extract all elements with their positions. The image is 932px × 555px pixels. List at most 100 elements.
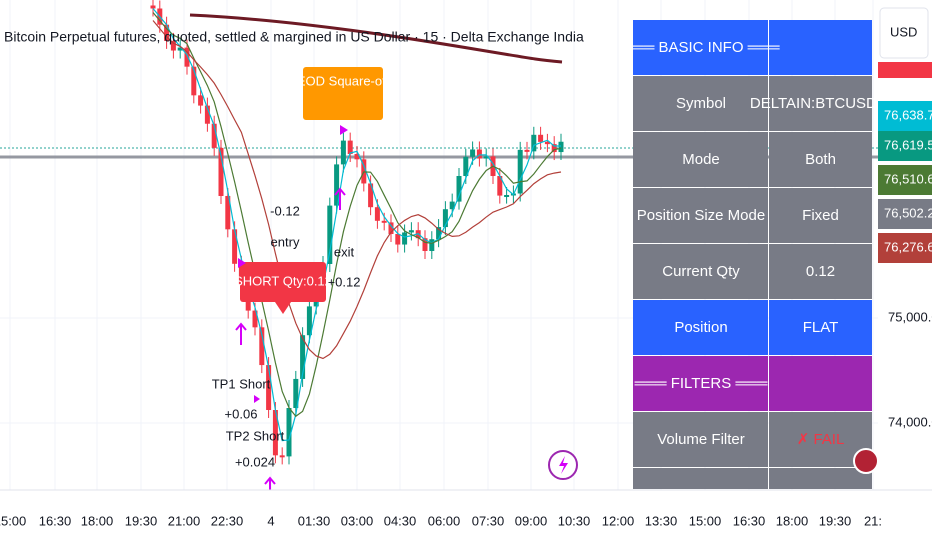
cell bbox=[633, 20, 768, 75]
time-label: 22:30 bbox=[211, 513, 244, 528]
cell bbox=[633, 300, 768, 355]
candle bbox=[347, 140, 353, 154]
flag-icon bbox=[853, 448, 879, 474]
cell bbox=[633, 244, 768, 299]
candle bbox=[388, 222, 394, 234]
cell bbox=[769, 356, 872, 411]
cell-text: Fixed bbox=[802, 207, 839, 224]
candle bbox=[327, 205, 333, 264]
candle bbox=[177, 47, 183, 51]
time-label: 4 bbox=[267, 513, 274, 528]
cell-text: Both bbox=[805, 151, 836, 168]
candle bbox=[279, 455, 285, 458]
candle bbox=[436, 227, 442, 240]
tp1-label: TP1 Short bbox=[212, 376, 271, 391]
cell bbox=[769, 300, 872, 355]
candle bbox=[334, 164, 340, 206]
candle bbox=[470, 149, 476, 157]
candle bbox=[531, 134, 537, 152]
moving-average bbox=[189, 13, 563, 64]
cell bbox=[769, 188, 872, 243]
cell-text: Current Qty bbox=[662, 263, 740, 280]
candle bbox=[442, 209, 448, 228]
cell bbox=[769, 132, 872, 187]
candle bbox=[538, 134, 544, 142]
cell bbox=[769, 244, 872, 299]
cell bbox=[633, 468, 768, 489]
eod-label: EOD Square-off bbox=[297, 73, 390, 88]
candle bbox=[286, 408, 292, 457]
price-tag-label: 76,510.6 bbox=[884, 171, 932, 186]
candle bbox=[266, 365, 272, 410]
currency-box[interactable] bbox=[879, 7, 929, 59]
candle bbox=[551, 144, 557, 153]
price-tag-label: 76,502.2 bbox=[884, 205, 932, 220]
cell bbox=[633, 356, 768, 411]
time-label: 18:00 bbox=[81, 513, 114, 528]
candle bbox=[232, 229, 238, 264]
candle bbox=[544, 141, 550, 145]
time-label: 07:30 bbox=[472, 513, 505, 528]
time-label: 15:00 bbox=[0, 513, 26, 528]
exit-label: exit bbox=[334, 244, 355, 259]
candle bbox=[184, 47, 190, 67]
price-tag bbox=[878, 101, 932, 131]
price-tag-label: 76,276.6 bbox=[884, 239, 932, 254]
cell-text: Volume Filter bbox=[657, 431, 745, 448]
time-label: 15:00 bbox=[689, 513, 722, 528]
candle bbox=[368, 183, 374, 208]
cell bbox=[769, 76, 872, 131]
time-label: 10:30 bbox=[558, 513, 591, 528]
candle bbox=[422, 238, 428, 251]
candle bbox=[354, 154, 360, 160]
price-tag bbox=[878, 165, 932, 195]
time-label: 04:30 bbox=[384, 513, 417, 528]
time-label: 13:30 bbox=[645, 513, 678, 528]
candle bbox=[272, 410, 278, 456]
candle bbox=[225, 196, 231, 230]
candle bbox=[524, 149, 530, 152]
cell bbox=[769, 468, 872, 489]
time-label: 03:00 bbox=[341, 513, 374, 528]
tp2-label: TP2 Short bbox=[226, 428, 285, 443]
cell-text: DELTAIN:BTCUSD.P bbox=[750, 95, 891, 112]
time-label: 06:00 bbox=[428, 513, 461, 528]
time-label: 21: bbox=[864, 513, 882, 528]
candle bbox=[449, 201, 455, 210]
cell-text: Position bbox=[674, 319, 727, 336]
flash-glyph bbox=[559, 456, 568, 474]
chart-title: Bitcoin Perpetual futures, quoted, settl… bbox=[4, 29, 584, 45]
price-tag-label: 76,619.5 bbox=[884, 137, 932, 152]
price-tag bbox=[878, 131, 932, 161]
candle bbox=[483, 156, 489, 159]
candles bbox=[150, 0, 564, 465]
moving-average bbox=[152, 12, 562, 418]
candle bbox=[517, 149, 523, 194]
cell bbox=[633, 132, 768, 187]
markers bbox=[235, 187, 346, 490]
time-label: 16:30 bbox=[733, 513, 766, 528]
price-tick: 75,000.0 bbox=[888, 309, 932, 324]
cell-text: ═══ FILTERS ═══ bbox=[634, 375, 768, 392]
candle bbox=[293, 378, 299, 408]
cell bbox=[633, 76, 768, 131]
hidden-tag bbox=[878, 62, 932, 78]
time-label: 21:00 bbox=[168, 513, 201, 528]
candle bbox=[408, 230, 414, 233]
candle bbox=[381, 220, 387, 223]
time-label: 18:00 bbox=[776, 513, 809, 528]
tp1-qty: +0.06 bbox=[225, 406, 258, 421]
time-label: 19:30 bbox=[125, 513, 158, 528]
short-box bbox=[240, 262, 326, 302]
cell-text: ✗ FAIL bbox=[797, 431, 845, 448]
axes: 15:00 16:30 18:00 19:30 21:00 22:30 4 01:30 03:0… bbox=[0, 101, 932, 528]
cell-text: ═══ BASIC INFO ═══ bbox=[621, 39, 779, 56]
price-tag bbox=[878, 233, 932, 263]
candle bbox=[374, 207, 380, 221]
time-label: 01:30 bbox=[298, 513, 331, 528]
candle bbox=[395, 234, 401, 245]
moving-average bbox=[152, 8, 562, 442]
cell-text: FLAT bbox=[803, 319, 839, 336]
tp2-qty: +0.024 bbox=[235, 454, 275, 469]
